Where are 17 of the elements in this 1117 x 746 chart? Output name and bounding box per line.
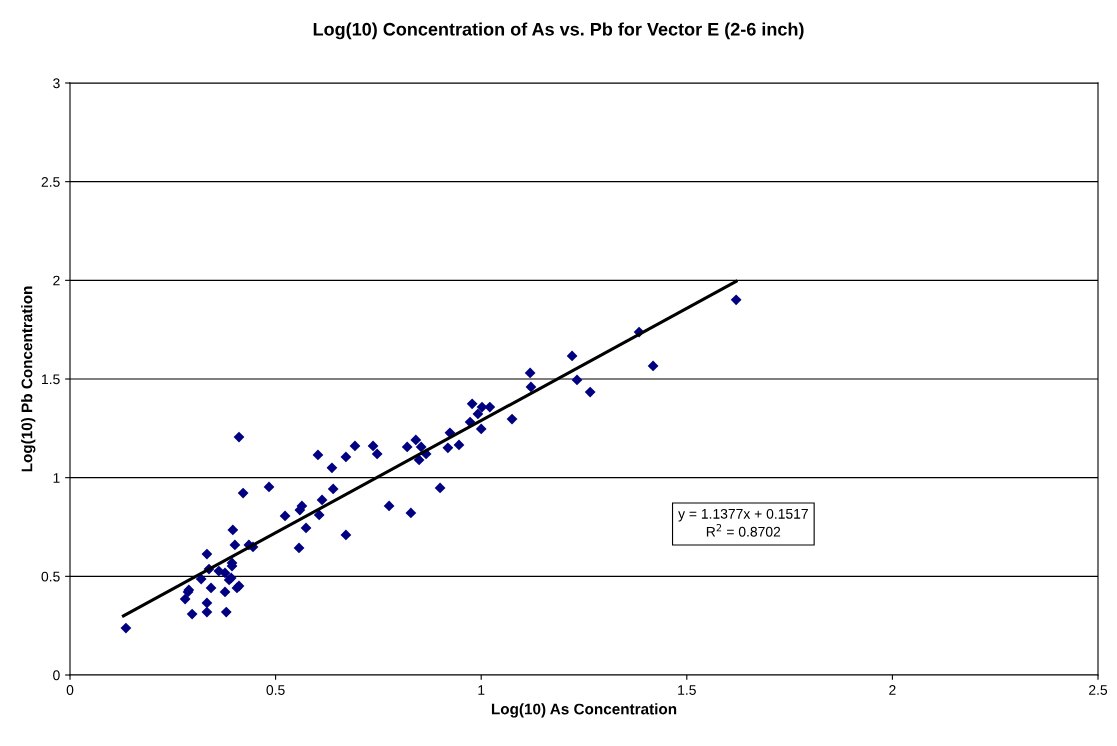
y-tick-label: 3 — [53, 78, 60, 89]
y-tick-label: 1.5 — [42, 374, 60, 385]
y-axis-title: Log(10) Pb Concentration — [21, 286, 36, 472]
chart-title: Log(10) Concentration of As vs. Pb for Vector E (2-6 inch) — [313, 22, 804, 40]
annotation: y = 1.1377x + 0.1517 R$^{2}$ = 0.8702 — [678, 508, 808, 537]
y-tick-label: 0 — [53, 670, 60, 681]
x-tick-label: 1.5 — [678, 685, 696, 695]
x-tick-label: 0 — [66, 685, 74, 695]
x-tick-label: 2 — [889, 685, 896, 695]
y-tick-label: 1 — [53, 473, 60, 483]
x-tick-label: 0.5 — [266, 685, 285, 695]
y-tick-label: 2 — [53, 275, 60, 286]
x-axis-title: Log(10) As Concentration — [491, 703, 677, 718]
x-tick-label: 1 — [478, 685, 485, 695]
x-tick-label: 2.5 — [1089, 685, 1108, 695]
y-tick-label: 2.5 — [41, 177, 60, 187]
y-tick-label: 0.5 — [41, 571, 60, 582]
